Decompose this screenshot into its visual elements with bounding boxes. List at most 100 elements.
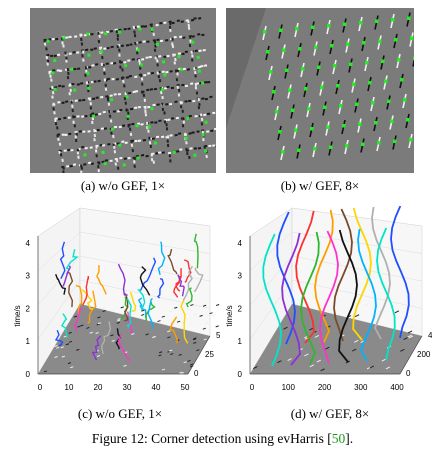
event-dot <box>189 39 192 43</box>
corner-track <box>352 207 372 341</box>
event-dot <box>173 36 177 39</box>
event-dot <box>135 51 139 55</box>
event-dot <box>56 134 59 138</box>
corner-track <box>117 334 131 362</box>
event-dot <box>197 105 201 110</box>
event-dot <box>85 81 89 85</box>
event-dot <box>134 90 139 93</box>
event-dot <box>43 39 46 43</box>
event-dot <box>191 58 194 62</box>
floor-event <box>95 332 99 334</box>
event-dot <box>61 41 64 45</box>
event-dot <box>149 88 154 91</box>
corner-marker <box>155 42 160 47</box>
citation-link[interactable]: 50 <box>331 431 346 446</box>
floor-event <box>287 358 292 362</box>
z-axis-label: time/s <box>225 305 234 326</box>
corner-marker <box>69 67 74 72</box>
event-dot <box>150 23 153 27</box>
z-tick-label: 0 <box>238 370 243 379</box>
corner-marker <box>391 18 395 22</box>
corner-marker <box>410 36 414 40</box>
corner-marker <box>365 61 369 65</box>
event-dot <box>169 28 172 32</box>
z-axis-label: time/s <box>13 305 22 326</box>
event-dot <box>110 45 114 49</box>
z-tick-label: 0 <box>26 370 31 379</box>
grid-line <box>249 231 293 271</box>
event-dot <box>144 109 147 114</box>
event-dot <box>148 141 152 145</box>
event-dot <box>83 163 87 166</box>
event-dot <box>88 66 92 69</box>
corner-marker <box>381 59 385 63</box>
event-dot <box>82 98 86 102</box>
corner-marker <box>295 27 299 31</box>
corner-marker <box>103 32 108 36</box>
floor-event <box>202 304 207 307</box>
corner-track <box>74 307 84 332</box>
event-dot <box>97 168 100 173</box>
corner-marker <box>153 141 158 145</box>
event-dot <box>201 97 205 100</box>
event-dot <box>51 85 54 90</box>
corner-track <box>319 230 339 364</box>
event-dot <box>74 35 78 38</box>
corner-track <box>54 330 64 347</box>
corner-track <box>139 257 157 292</box>
event-dot <box>53 111 56 115</box>
caption-c: (c) w/o GEF, 1× <box>77 406 163 421</box>
floor-event <box>196 349 200 352</box>
event-dot <box>206 130 210 133</box>
event-dot <box>91 117 95 121</box>
event-dot <box>55 37 59 41</box>
event-dot <box>67 71 70 76</box>
floor-event <box>309 364 315 368</box>
event-dot <box>170 86 175 90</box>
grid-line <box>79 207 211 227</box>
event-dot <box>71 82 75 86</box>
event-dot <box>94 113 98 116</box>
corner-marker <box>390 119 394 123</box>
floor-event <box>67 362 72 365</box>
event-dot <box>119 65 122 69</box>
event-dot <box>136 25 140 28</box>
event-dot <box>148 55 152 59</box>
event-dot <box>190 50 193 54</box>
event-dot <box>188 43 192 48</box>
event-dot <box>147 129 150 133</box>
event-dot <box>182 120 186 124</box>
event-dot <box>176 72 179 76</box>
floor-event <box>193 341 197 344</box>
event-dot <box>89 106 93 110</box>
z-tick-label: 2 <box>26 304 31 313</box>
corner-track <box>115 328 122 350</box>
event-dot <box>167 118 171 121</box>
event-dot <box>95 63 99 66</box>
corner-marker <box>87 86 91 90</box>
x-tick-label: 30 <box>123 383 132 392</box>
event-dot <box>88 97 92 101</box>
corner-marker <box>46 39 50 43</box>
event-dot <box>161 107 165 112</box>
corner-marker <box>83 153 87 157</box>
event-dot <box>77 155 80 159</box>
panel-a-image <box>30 8 216 173</box>
event-dot <box>104 83 107 87</box>
event-dot <box>165 71 169 74</box>
event-dot <box>168 25 172 30</box>
corner-marker <box>304 87 308 91</box>
floor-event <box>176 320 181 323</box>
event-dot <box>71 108 74 113</box>
event-dot <box>89 146 93 149</box>
y-tick-label: 50 <box>216 331 220 340</box>
event-dot <box>84 73 87 77</box>
event-dot <box>179 101 182 105</box>
floor-event <box>68 331 72 334</box>
event-dot <box>80 170 83 173</box>
event-dot <box>93 133 97 138</box>
z-tick-label: 2 <box>238 304 243 313</box>
event-dot <box>54 122 58 126</box>
corner-marker <box>103 161 107 166</box>
